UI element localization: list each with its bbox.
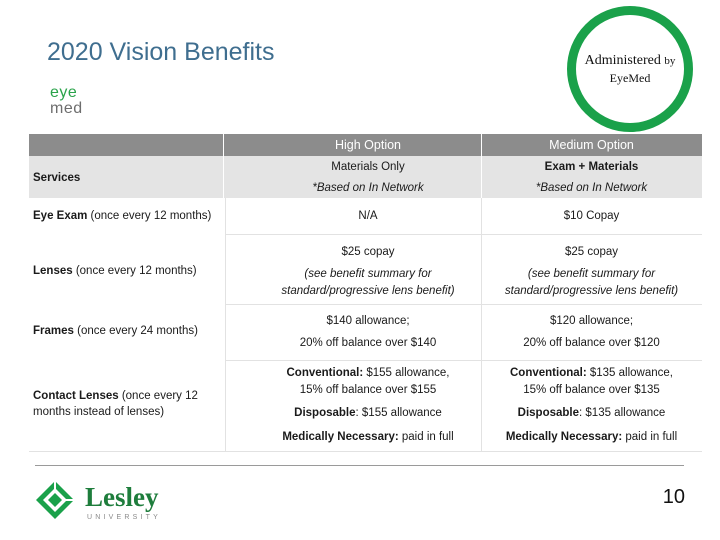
lesley-university-text: UNIVERSITY: [87, 514, 161, 521]
lenses-label-rest: (once every 12 months): [72, 265, 197, 277]
medium-option-header: Medium Option: [549, 138, 634, 152]
contacts-high-conventional-value: $155 allowance,: [363, 367, 450, 379]
frames-label-bold: Frames: [33, 325, 74, 337]
frames-high-balance: 20% off balance over $140: [299, 337, 437, 349]
col-line-2: [481, 198, 482, 452]
contacts-medium-conventional-value: $135 allowance,: [586, 367, 673, 379]
contact-lenses-label-bold: Contact Lenses: [33, 390, 119, 402]
eye-exam-label-bold: Eye Exam: [33, 210, 88, 222]
page-number: 10: [662, 486, 685, 508]
eye-exam-label-rest: (once every 12 months): [87, 210, 212, 222]
lenses-label-bold: Lenses: [33, 265, 73, 277]
contacts-high-conventional-label: Conventional:: [286, 367, 364, 379]
contacts-medium-medical: Medically Necessary: paid in full: [481, 429, 702, 445]
lesley-logo: Lesley UNIVERSITY: [35, 480, 185, 522]
contacts-medium-conventional-balance: 15% off balance over $135: [523, 384, 660, 396]
lenses-medium-copay: $25 copay: [564, 246, 619, 258]
frames-label-rest: (once every 24 months): [73, 325, 198, 337]
contacts-high-disposable: Disposable: $155 allowance: [255, 405, 481, 421]
table-header-bar: [29, 134, 702, 156]
lenses-high-note1: (see benefit summary for: [304, 268, 432, 280]
contacts-high-medical: Medically Necessary: paid in full: [255, 429, 481, 445]
col-divider-1: [223, 134, 224, 198]
contacts-high-medical-label: Medically Necessary:: [282, 431, 399, 443]
page-title: 2020 Vision Benefits: [47, 38, 275, 66]
contacts-high-conventional-balance: 15% off balance over $155: [299, 384, 437, 396]
benefits-table: High Option Medium Option Services Mater…: [29, 134, 702, 452]
eye-exam-label: Eye Exam (once every 12 months): [33, 208, 211, 224]
lenses-medium-note1: (see benefit summary for: [527, 268, 656, 280]
contacts-high-medical-value: paid in full: [398, 431, 454, 443]
lenses-high-copay: $25 copay: [341, 246, 395, 258]
contacts-medium-medical-value: paid in full: [622, 431, 678, 443]
contacts-high-disposable-label: Disposable: [294, 407, 356, 419]
row-divider-frames: [225, 360, 702, 361]
eyemed-logo-eye: eye: [50, 84, 77, 101]
administered-by-badge: Administered by EyeMed: [567, 6, 693, 132]
contacts-high-conventional: Conventional: $155 allowance,: [255, 365, 481, 381]
frames-label: Frames (once every 24 months): [33, 323, 198, 339]
high-network-note: *Based on In Network: [312, 182, 424, 194]
frames-medium-allowance: $120 allowance;: [549, 315, 634, 327]
row-divider-contacts: [29, 451, 702, 452]
table-subheader: [29, 156, 702, 198]
high-option-header: High Option: [334, 138, 401, 152]
medium-network-note: *Based on In Network: [535, 182, 648, 194]
lesley-wordmark: Lesley: [85, 482, 159, 512]
row-divider-eye-exam: [225, 234, 702, 235]
eyemed-logo: eye med: [50, 84, 94, 116]
footer-divider: [35, 465, 684, 466]
eye-exam-medium: $10 Copay: [563, 210, 620, 222]
contacts-medium-conventional: Conventional: $135 allowance,: [481, 365, 702, 381]
services-label: Services: [33, 172, 81, 184]
contacts-high-disposable-value: : $155 allowance: [355, 407, 442, 419]
frames-medium-balance: 20% off balance over $120: [523, 337, 660, 349]
contacts-medium-disposable-label: Disposable: [517, 407, 580, 419]
frames-high-allowance: $140 allowance;: [326, 315, 410, 327]
contact-lenses-label: Contact Lenses (once every 12: [33, 388, 198, 404]
lenses-label: Lenses (once every 12 months): [33, 263, 197, 279]
medium-plan-name: Exam + Materials: [544, 161, 639, 173]
contact-lenses-label-rest: (once every 12: [118, 390, 198, 402]
contacts-medium-disposable: Disposable: $135 allowance: [481, 405, 702, 421]
row-divider-lenses: [225, 304, 702, 305]
col-divider-2: [481, 134, 482, 198]
contacts-medium-conventional-label: Conventional:: [510, 367, 587, 379]
badge-administered: Administered: [584, 52, 661, 68]
badge-by: by: [664, 54, 676, 67]
col-line-1: [225, 198, 226, 452]
badge-line1: Administered by: [585, 52, 676, 70]
eyemed-logo-mark: eye med: [50, 84, 83, 116]
lesley-diamond-logo-icon: Lesley UNIVERSITY: [36, 481, 161, 521]
badge-company: EyeMed: [609, 70, 651, 85]
lenses-medium-note2: standard/progressive lens benefit): [504, 285, 679, 297]
contact-lenses-label-line2: months instead of lenses): [33, 406, 165, 418]
contacts-medium-disposable-value: : $135 allowance: [579, 407, 666, 419]
contacts-medium-medical-label: Medically Necessary:: [505, 431, 623, 443]
lenses-high-note2: standard/progressive lens benefit): [281, 285, 455, 297]
eyemed-logo-med: med: [50, 100, 83, 116]
high-plan-name: Materials Only: [331, 161, 405, 173]
eye-exam-high: N/A: [358, 210, 378, 222]
